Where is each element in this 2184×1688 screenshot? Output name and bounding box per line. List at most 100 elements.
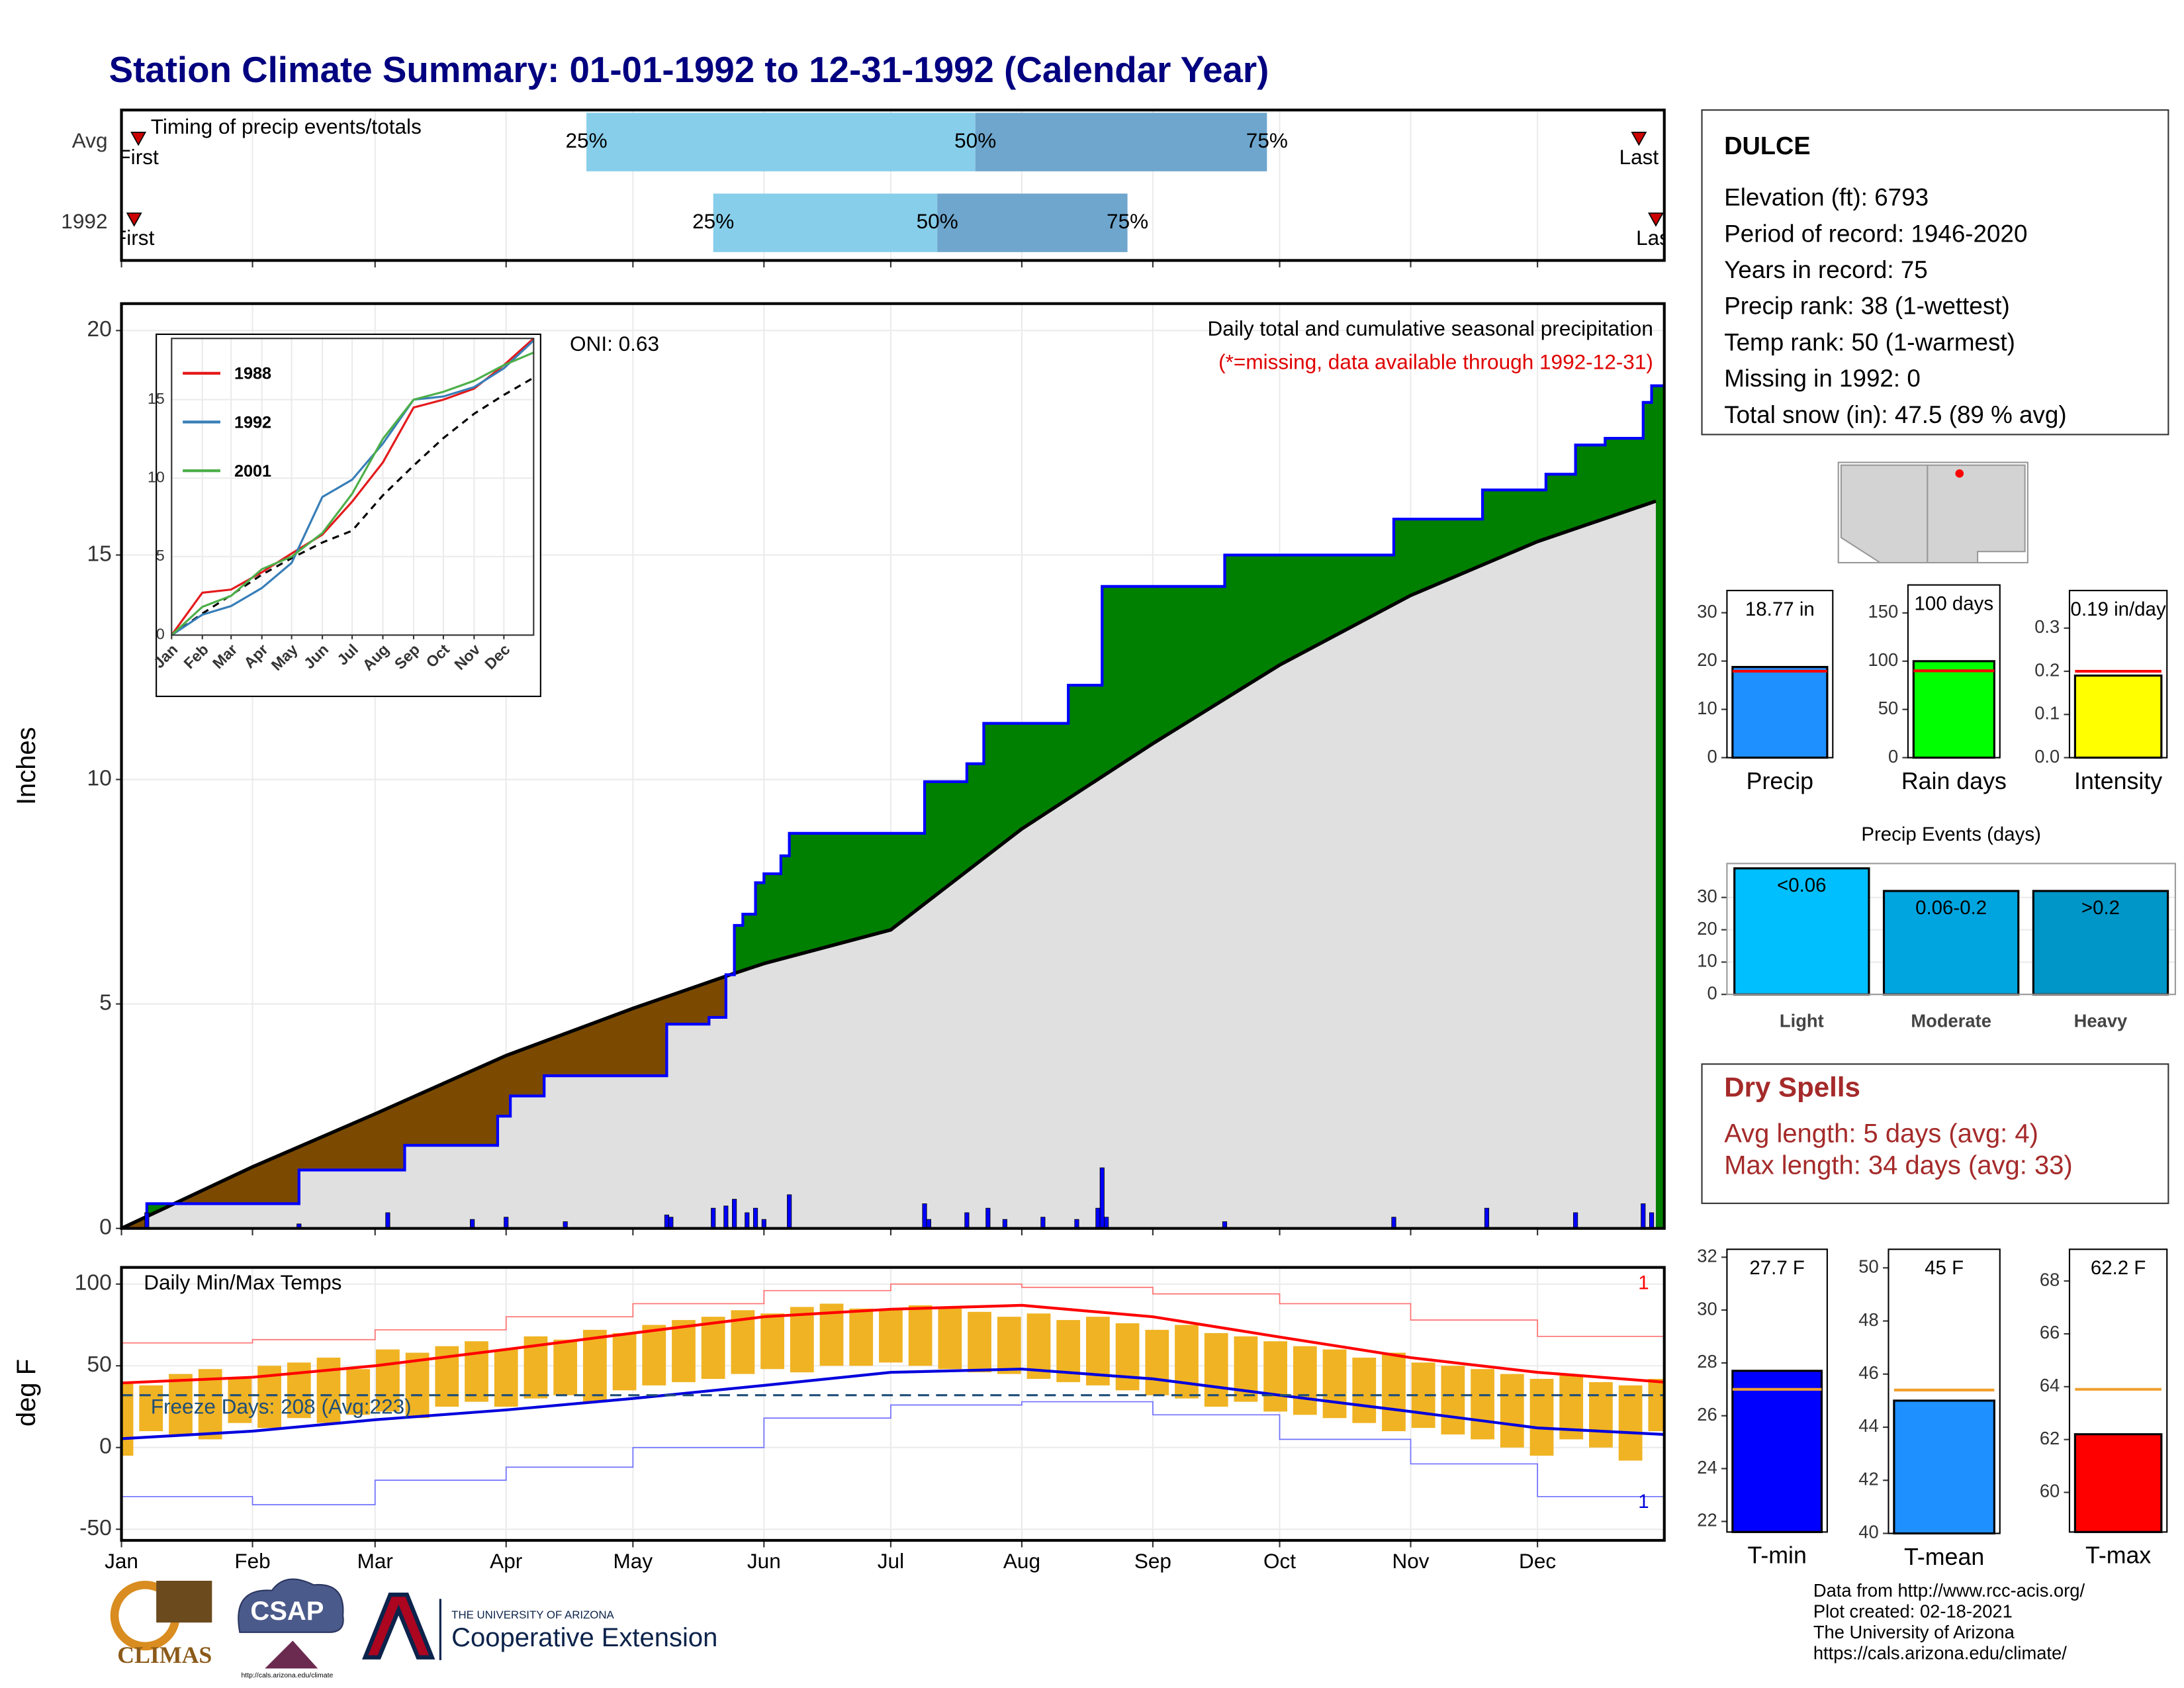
station-box	[1701, 109, 2169, 436]
csap-cloud	[238, 1578, 344, 1633]
value-label-box: 45 F	[1925, 1256, 1964, 1279]
value-label: 62.2 F	[2090, 1256, 2146, 1279]
daily-precip-bar	[1099, 1167, 1105, 1229]
temp-range-bar	[582, 1329, 607, 1402]
csap-mountain	[265, 1640, 318, 1669]
event-marker	[130, 132, 147, 146]
temp-marks	[121, 1283, 1664, 1513]
daily-precip-bar	[926, 1219, 931, 1229]
y-tick-label: 20	[1697, 649, 1717, 670]
bar	[2073, 675, 2163, 759]
credits: Data from http://www.rcc-acis.org/ Plot …	[1813, 1580, 2085, 1664]
bar	[2032, 890, 2169, 996]
quartile-label: 75%	[1107, 209, 1148, 233]
y-tick-label: 68	[2040, 1269, 2060, 1289]
temp-range-bar	[1500, 1374, 1524, 1448]
event-label: Last	[1619, 145, 1659, 169]
map-state	[1927, 464, 2026, 564]
y-tick-label: 0	[1707, 746, 1717, 767]
y-tick-label: 100	[1868, 649, 1899, 670]
temp-range-bar	[494, 1349, 518, 1407]
chart-title: Daily Min/Max Temps	[144, 1270, 341, 1294]
locator-map	[1837, 461, 2028, 564]
temp-range-bar	[790, 1307, 814, 1373]
y-tick-label: 0.0	[2034, 746, 2060, 767]
x-tick-label: Nov	[1392, 1549, 1429, 1573]
y-tick-label: 0	[99, 1215, 112, 1240]
map-state	[1840, 464, 1929, 564]
y-tick-label: 5	[99, 990, 112, 1015]
y-axis-label: deg F	[12, 1359, 41, 1427]
temp-range-bar	[1441, 1366, 1465, 1434]
category-label: Rain days	[1901, 768, 2007, 794]
daily-precip-bar	[1104, 1217, 1109, 1229]
category-label: Heavy	[2074, 1011, 2128, 1031]
daily-precip-bar	[1649, 1212, 1655, 1229]
station-line: Years in record: 75	[1724, 256, 1928, 283]
value-label: 0.19 in/day	[2070, 597, 2166, 620]
logo-text: CLIMAS	[117, 1642, 212, 1668]
dry-spells-title: Dry Spells	[1724, 1071, 1860, 1102]
temp-range-bar	[1145, 1329, 1169, 1395]
quartile-label: 75%	[1246, 128, 1288, 152]
quartile-label: 25%	[566, 128, 608, 152]
temp-range-bar	[879, 1310, 903, 1363]
daily-precip-bar	[1484, 1207, 1490, 1229]
cumulative-line	[121, 384, 1664, 1229]
category-label: Moderate	[1911, 1011, 1991, 1031]
station-line: Missing in 1992: 0	[1724, 365, 1921, 392]
daily-precip-bar	[752, 1207, 758, 1229]
record-label: 1	[1638, 1272, 1649, 1294]
temp-range-bar	[938, 1308, 962, 1370]
category-label: T-max	[2085, 1542, 2151, 1569]
quartile-bar	[713, 193, 938, 252]
logo-url: http://cals.arizona.edu/climate	[241, 1671, 333, 1679]
x-tick-label: Jan	[105, 1549, 138, 1573]
y-tick-label: 10	[148, 468, 165, 485]
quartile-label: 50%	[954, 128, 996, 152]
quartile-label: 50%	[917, 209, 958, 233]
y-tick-label: 20	[1697, 918, 1717, 939]
temp-range-bar	[346, 1369, 371, 1415]
value-label-box: 100 days	[1915, 592, 1994, 614]
daily-precip-bar	[761, 1219, 766, 1229]
daily-precip-bar	[745, 1212, 750, 1229]
logo-text: THE UNIVERSITY OF ARIZONA	[451, 1609, 614, 1621]
value-label-box: 62.2 F	[2090, 1256, 2146, 1279]
daily-precip-bar	[470, 1219, 475, 1229]
category-label: T-min	[1747, 1542, 1806, 1569]
y-tick-label: 10	[87, 766, 111, 790]
temp-range-bar	[1352, 1357, 1377, 1423]
y-tick-label: -50	[79, 1516, 112, 1540]
y-tick-label: 50	[87, 1352, 111, 1377]
y-tick-label: 24	[1697, 1457, 1717, 1477]
panel-border	[1726, 1248, 1828, 1533]
daily-precip-bar	[787, 1194, 792, 1229]
category-label: Light	[1780, 1011, 1824, 1031]
legend-label: 1992	[234, 413, 271, 432]
y-tick-label: 20	[87, 317, 111, 342]
quartile-bar	[586, 113, 976, 171]
temp-range-bar	[701, 1317, 725, 1380]
row-label: Avg	[72, 128, 108, 152]
temp-range-bar	[849, 1308, 874, 1366]
y-tick-label: 150	[1868, 601, 1899, 622]
y-tick-label: 22	[1697, 1510, 1717, 1530]
logos: CLIMAS CSAP http://cals.arizona.edu/clim…	[110, 1578, 717, 1679]
bar-inner-label: 0.06-0.2	[1915, 897, 1987, 919]
y-axis-label: Inches	[12, 727, 41, 805]
x-tick-label: Apr	[490, 1549, 522, 1573]
inset-border	[171, 338, 535, 636]
climas-emblem	[156, 1580, 212, 1623]
category-label: T-mean	[1904, 1544, 1984, 1570]
page-title: Station Climate Summary: 01-01-1992 to 1…	[109, 49, 1269, 90]
value-label: 45 F	[1925, 1256, 1964, 1279]
bar	[1733, 867, 1870, 996]
station-line: Temp rank: 50 (1-warmest)	[1724, 328, 2015, 355]
y-tick-label: 48	[1858, 1309, 1878, 1330]
y-tick-label: 0	[1707, 982, 1717, 1003]
y-tick-label: 0	[1888, 746, 1898, 767]
y-tick-label: 0.1	[2034, 703, 2060, 724]
precip-areas	[121, 384, 1664, 1229]
annotation: Freeze Days: 208 (Avg:223)	[151, 1394, 412, 1418]
